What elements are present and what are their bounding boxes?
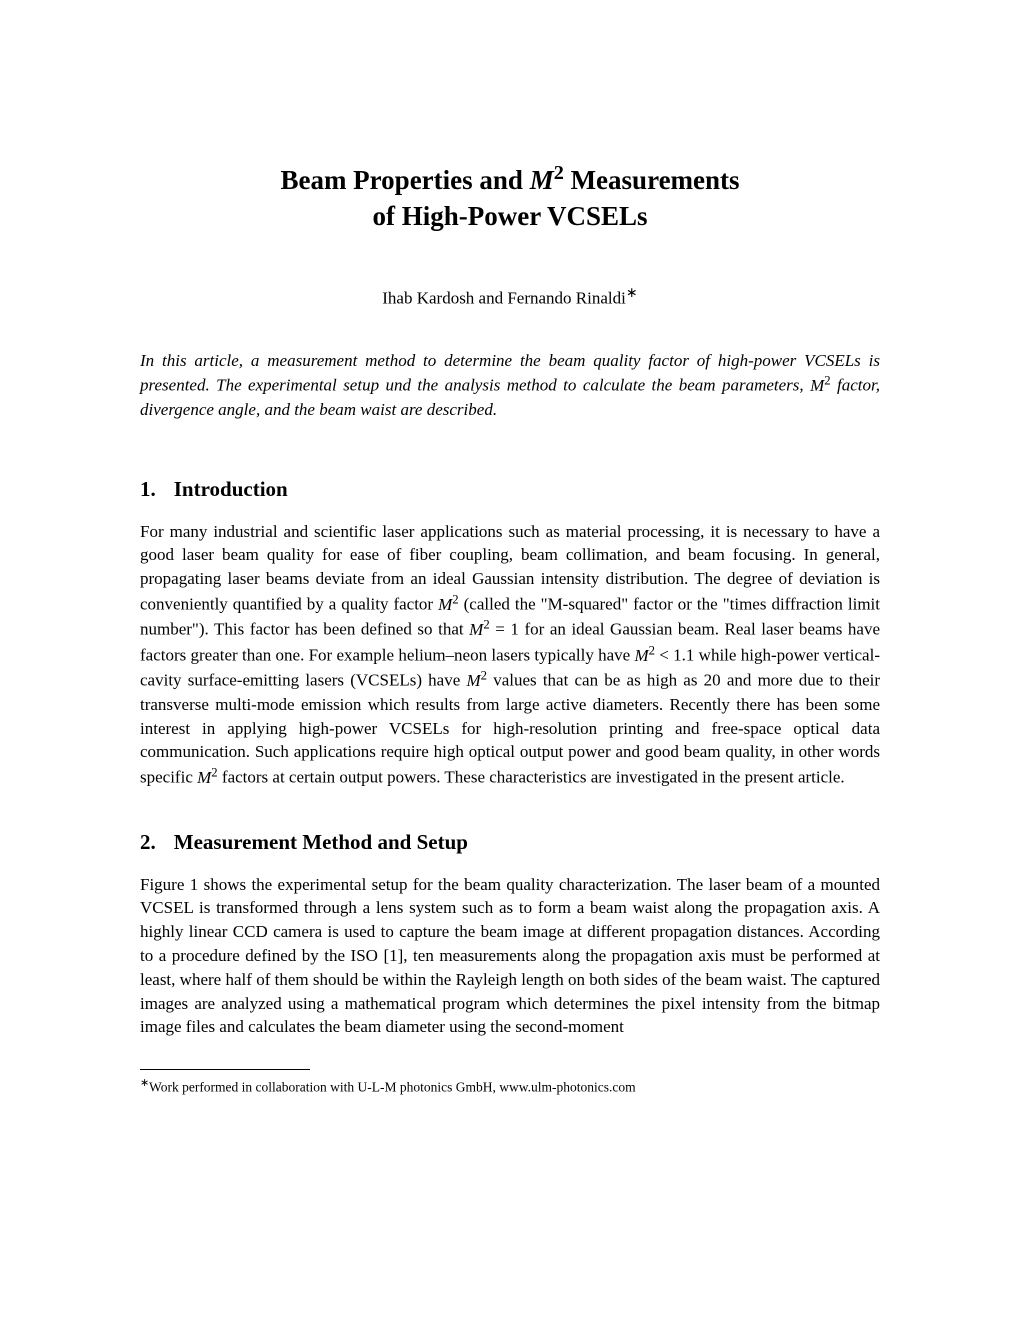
method-paragraph: Figure 1 shows the experimental setup fo… (140, 873, 880, 1040)
section-2-number: 2. (140, 830, 156, 855)
section-1-number: 1. (140, 477, 156, 502)
author-names: Ihab Kardosh and Fernando Rinaldi (382, 289, 626, 308)
m-squared-2: M2 (466, 671, 487, 690)
paper-title: Beam Properties and M2 Measurements of H… (140, 160, 880, 235)
m-squared-in-abstract: M2 (810, 376, 831, 395)
page: Beam Properties and M2 Measurements of H… (0, 0, 1020, 1320)
authors: Ihab Kardosh and Fernando Rinaldi∗ (140, 285, 880, 309)
m-squared-1: M2 (438, 595, 459, 614)
introduction-paragraph: For many industrial and scientific laser… (140, 520, 880, 790)
method-text: Figure 1 shows the experimental setup fo… (140, 875, 880, 1037)
title-line-1-prefix: Beam Properties and (280, 165, 529, 195)
footnote-rule (140, 1069, 310, 1070)
abstract: In this article, a measurement method to… (140, 349, 880, 422)
intro-lt: < 1.1 (655, 646, 694, 665)
m-squared-in-title: M2 (530, 165, 564, 195)
title-line-1-suffix: Measurements (564, 165, 740, 195)
section-1-heading: 1. Introduction (140, 477, 880, 502)
intro-text-f: factors at certain output powers. These … (218, 768, 845, 787)
m-squared-eq: M2 (469, 620, 490, 639)
m-squared-lt: M2 (634, 646, 655, 665)
footnote-text: Work performed in collaboration with U-L… (149, 1080, 636, 1095)
title-line-2: of High-Power VCSELs (372, 201, 647, 231)
footnote-marker: ∗ (140, 1077, 149, 1089)
section-2-heading: 2. Measurement Method and Setup (140, 830, 880, 855)
section-2-title: Measurement Method and Setup (174, 830, 468, 854)
abstract-part-1: In this article, a measurement method to… (140, 351, 880, 395)
footnote: ∗Work performed in collaboration with U-… (140, 1076, 880, 1096)
author-footnote-marker: ∗ (626, 285, 638, 301)
intro-eq: = 1 (490, 620, 519, 639)
section-1-title: Introduction (174, 477, 288, 501)
m-squared-3: M2 (197, 768, 218, 787)
